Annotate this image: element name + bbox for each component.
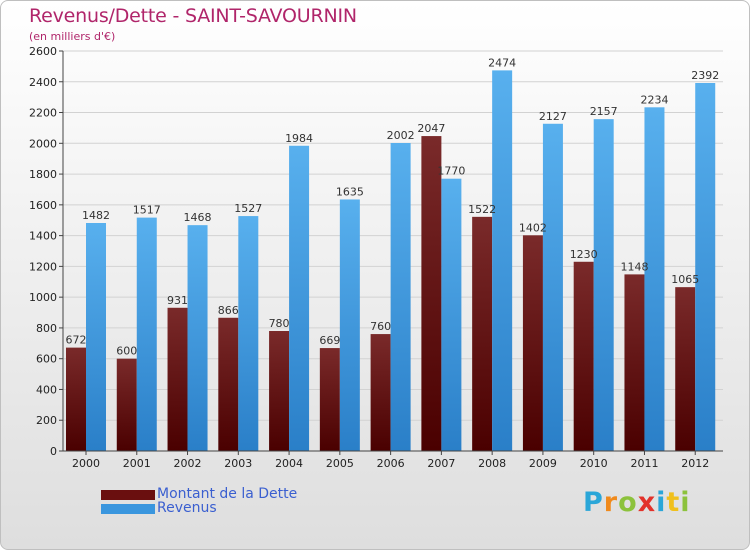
bar-dette [573,261,594,451]
x-tick-label: 2005 [326,457,354,470]
bar-dette [624,274,645,451]
data-label-revenus: 1517 [133,204,161,217]
bar-dette [319,348,340,451]
y-tick-label: 1800 [29,168,57,181]
x-tick-label: 2012 [681,457,709,470]
data-label-revenus: 2157 [590,105,618,118]
data-label-revenus: 2474 [488,56,516,69]
y-tick-label: 1000 [29,291,57,304]
data-label-revenus: 1527 [234,202,262,215]
bar-dette [522,235,543,451]
data-label-revenus: 2392 [691,69,719,82]
bar-revenus [136,217,157,451]
data-label-dette: 780 [269,317,290,330]
legend-label-debt: Montant de la Dette [157,486,298,502]
bar-revenus [593,119,614,452]
x-tick-label: 2008 [478,457,506,470]
bar-dette [116,358,137,451]
data-label-dette: 931 [167,294,188,307]
data-label-dette: 1522 [468,203,496,216]
x-tick-label: 2004 [275,457,303,470]
x-tick-label: 2003 [224,457,252,470]
y-tick-label: 0 [50,445,57,458]
bar-revenus [492,70,513,451]
bar-dette [218,317,239,451]
bar-revenus [339,199,360,451]
x-tick-label: 2007 [427,457,455,470]
bar-revenus [238,216,259,451]
data-label-dette: 1065 [671,273,699,286]
y-tick-label: 1200 [29,260,57,273]
x-tick-label: 2011 [630,457,658,470]
bar-revenus [86,223,106,451]
data-label-dette: 866 [218,304,239,317]
bar-dette [269,331,290,451]
bar-revenus [695,83,716,451]
y-tick-label: 2400 [29,76,57,89]
y-tick-label: 400 [36,383,57,396]
bar-revenus [390,143,411,451]
bar-revenus [441,178,462,451]
data-label-revenus: 1482 [82,209,110,222]
chart-subtitle: (en milliers d'€) [29,30,116,43]
y-tick-label: 2600 [29,45,57,58]
data-label-dette: 2047 [417,122,445,135]
x-tick-label: 2000 [72,457,100,470]
y-tick-label: 1400 [29,230,57,243]
bar-dette [472,216,493,451]
data-label-revenus: 1984 [285,132,313,145]
data-label-revenus: 2127 [539,110,567,123]
bar-revenus [289,145,310,451]
legend-swatch-debt [101,490,155,500]
x-tick-label: 2010 [580,457,608,470]
x-tick-label: 2006 [377,457,405,470]
chart-title: Revenus/Dette - SAINT-SAVOURNIN [29,5,357,27]
data-label-dette: 669 [319,334,340,347]
data-label-revenus: 1468 [184,211,212,224]
data-label-dette: 1230 [570,248,598,261]
x-tick-label: 2001 [123,457,151,470]
data-label-dette: 1148 [620,260,648,273]
legend-label-revenus: Revenus [157,500,217,516]
y-tick-label: 600 [36,353,57,366]
bar-revenus [542,123,563,452]
bar-dette [167,307,188,451]
bar-dette [421,136,442,452]
y-tick-label: 2200 [29,107,57,120]
data-label-revenus: 2002 [387,129,415,142]
bar-dette [370,334,391,451]
legend-swatch-revenus [101,504,155,514]
x-tick-label: 2009 [529,457,557,470]
bar-dette [675,287,696,451]
y-tick-label: 200 [36,414,57,427]
bar-revenus [187,225,208,451]
data-label-dette: 600 [116,345,137,358]
y-tick-label: 1600 [29,199,57,212]
bar-revenus [644,107,665,452]
data-label-revenus: 1635 [336,185,364,198]
data-label-dette: 1402 [519,221,547,234]
data-label-dette: 672 [66,334,87,347]
y-tick-label: 2000 [29,137,57,150]
bar-dette [66,347,86,451]
y-tick-label: 800 [36,322,57,335]
proxiti-logo: Proxiti [583,487,691,518]
data-label-revenus: 1770 [437,165,465,178]
x-tick-label: 2002 [174,457,202,470]
data-label-revenus: 2234 [640,93,668,106]
data-label-dette: 760 [370,320,391,333]
